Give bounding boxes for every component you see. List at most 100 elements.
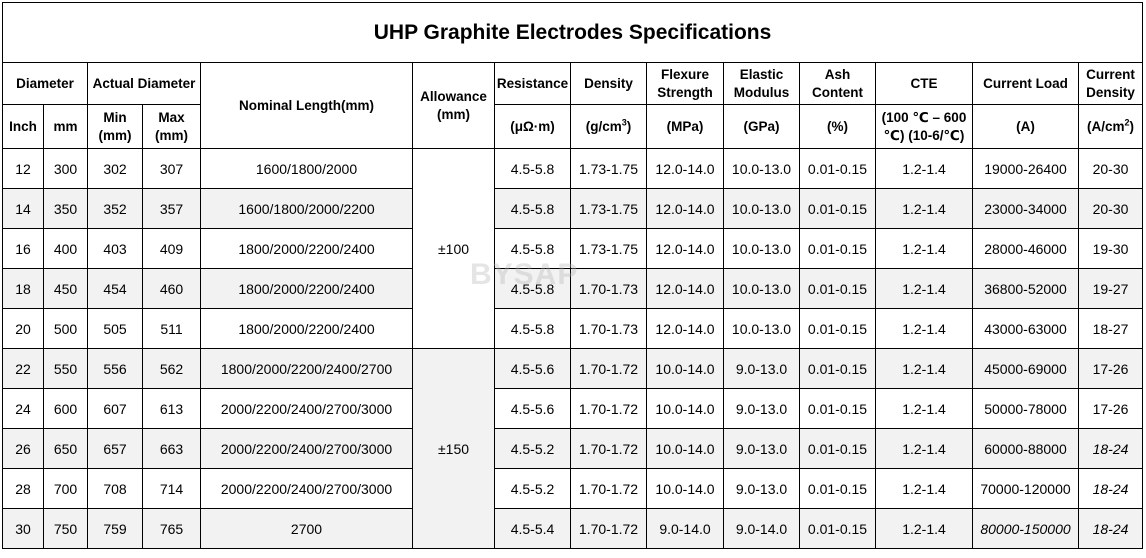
unit-current-density-text: (A/cm bbox=[1087, 118, 1125, 134]
cell-elastic: 9.0-13.0 bbox=[723, 348, 800, 389]
cell-current-load: 23000-34000 bbox=[972, 188, 1079, 229]
unit-density-text: (g/cm bbox=[585, 118, 622, 134]
cell-min: 403 bbox=[87, 228, 143, 269]
cell-max: 409 bbox=[142, 228, 201, 269]
cell-current-density: 17-26 bbox=[1077, 388, 1144, 429]
cell-ash: 0.01-0.15 bbox=[799, 508, 876, 549]
cell-length: 1600/1800/2000 bbox=[200, 148, 413, 189]
table-row: 12 300 302 307 1600/1800/2000 ±100 4.5-5.8 1.73… bbox=[2, 148, 1144, 349]
cell-min: 352 bbox=[87, 188, 143, 229]
cell-inch: 14 bbox=[2, 188, 44, 229]
cell-min: 454 bbox=[87, 268, 143, 309]
unit-current-load: (A) bbox=[972, 104, 1079, 149]
cell-current-density: 19-27 bbox=[1077, 268, 1144, 309]
header-diameter: Diameter bbox=[2, 62, 88, 105]
cell-density: 1.70-1.72 bbox=[570, 428, 647, 469]
cell-mm: 650 bbox=[43, 428, 88, 469]
cell-elastic: 10.0-13.0 bbox=[723, 308, 800, 349]
cell-ash: 0.01-0.15 bbox=[799, 188, 876, 229]
cell-current-density: 17-26 bbox=[1077, 348, 1144, 389]
cell-elastic: 10.0-13.0 bbox=[723, 268, 800, 309]
cell-max: 307 bbox=[142, 148, 201, 189]
cell-allowance: ±150 bbox=[412, 348, 495, 549]
cell-flexure: 12.0-14.0 bbox=[646, 188, 724, 229]
table-row: 22 550 556 562 1800/2000/2200/2400/2700 ±150 4… bbox=[2, 348, 1144, 549]
cell-min: 607 bbox=[87, 388, 143, 429]
cell-current-load: 80000-150000 bbox=[972, 508, 1079, 549]
cell-flexure: 12.0-14.0 bbox=[646, 228, 724, 269]
table-row: 14 350 352 357 1600/1800/2000/2200 4.5-5.8 1.7… bbox=[2, 188, 1144, 229]
cell-resistance: 4.5-5.8 bbox=[494, 228, 571, 269]
cell-current-load: 70000-120000 bbox=[972, 468, 1079, 509]
cell-elastic: 10.0-13.0 bbox=[723, 148, 800, 189]
cell-current-load: 43000-63000 bbox=[972, 308, 1079, 349]
cell-current-density: 18-24 bbox=[1077, 468, 1144, 509]
cell-length: 1800/2000/2200/2400/2700 bbox=[200, 348, 413, 389]
cell-current-density: 19-30 bbox=[1077, 228, 1144, 269]
cell-mm: 700 bbox=[43, 468, 88, 509]
cell-current-density: 18-24 bbox=[1077, 428, 1144, 469]
cell-resistance: 4.5-5.2 bbox=[494, 468, 571, 509]
cell-ash: 0.01-0.15 bbox=[799, 348, 876, 389]
header-current-density: Current Density bbox=[1077, 62, 1144, 105]
unit-current-density-sup: 2 bbox=[1124, 117, 1130, 127]
header-nominal-length: Nominal Length(mm) bbox=[200, 62, 413, 149]
table-row: 20 500 505 511 1800/2000/2200/2400 4.5-5.8 1.7… bbox=[2, 308, 1144, 349]
cell-elastic: 9.0-14.0 bbox=[723, 508, 800, 549]
cell-ash: 0.01-0.15 bbox=[799, 148, 876, 189]
unit-current-density: (A/cm2) bbox=[1077, 104, 1144, 149]
header-density: Density bbox=[570, 62, 647, 105]
unit-current-density-close: ) bbox=[1129, 118, 1135, 134]
cell-current-load: 19000-26400 bbox=[972, 148, 1079, 189]
unit-flexure: (MPa) bbox=[646, 104, 724, 149]
cell-min: 556 bbox=[87, 348, 143, 389]
cell-flexure: 10.0-14.0 bbox=[646, 428, 724, 469]
cell-length: 2000/2200/2400/2700/3000 bbox=[200, 388, 413, 429]
cell-max: 562 bbox=[142, 348, 201, 389]
cell-current-density: 20-30 bbox=[1077, 188, 1144, 229]
cell-cte: 1.2-1.4 bbox=[875, 348, 973, 389]
table-row: 18 450 454 460 1800/2000/2200/2400 4.5-5.8 1.7… bbox=[2, 268, 1144, 309]
cell-inch: 16 bbox=[2, 228, 44, 269]
cell-mm: 500 bbox=[43, 308, 88, 349]
cell-ash: 0.01-0.15 bbox=[799, 308, 876, 349]
cell-current-density: 18-24 bbox=[1077, 508, 1144, 549]
cell-mm: 350 bbox=[43, 188, 88, 229]
cell-cte: 1.2-1.4 bbox=[875, 308, 973, 349]
cell-flexure: 12.0-14.0 bbox=[646, 308, 724, 349]
unit-cte: (100 ℃ – 600 ℃) (10-6/℃) bbox=[875, 104, 973, 149]
table-body: 12 300 302 307 1600/1800/2000 ±100 4.5-5.8 1.73… bbox=[2, 148, 1144, 549]
cell-cte: 1.2-1.4 bbox=[875, 468, 973, 509]
cell-resistance: 4.5-5.8 bbox=[494, 268, 571, 309]
cell-density: 1.70-1.72 bbox=[570, 388, 647, 429]
cell-length: 2700 bbox=[200, 508, 413, 549]
cell-max: 765 bbox=[142, 508, 201, 549]
cell-resistance: 4.5-5.8 bbox=[494, 148, 571, 189]
unit-resistance: (μΩ·m) bbox=[494, 104, 571, 149]
cell-length: 1800/2000/2200/2400 bbox=[200, 308, 413, 349]
cell-inch: 22 bbox=[2, 348, 44, 389]
cell-density: 1.73-1.75 bbox=[570, 188, 647, 229]
cell-ash: 0.01-0.15 bbox=[799, 468, 876, 509]
header-allowance: Allowance (mm) bbox=[412, 62, 495, 149]
cell-inch: 20 bbox=[2, 308, 44, 349]
cell-cte: 1.2-1.4 bbox=[875, 428, 973, 469]
cell-resistance: 4.5-5.2 bbox=[494, 428, 571, 469]
table-row: 26 650 657 663 2000/2200/2400/2700/3000 4.5-5… bbox=[2, 428, 1144, 469]
cell-current-load: 28000-46000 bbox=[972, 228, 1079, 269]
unit-density-close: ) bbox=[626, 118, 632, 134]
cell-max: 613 bbox=[142, 388, 201, 429]
cell-max: 663 bbox=[142, 428, 201, 469]
cell-current-density: 18-27 bbox=[1077, 308, 1144, 349]
cell-mm: 300 bbox=[43, 148, 88, 189]
cell-density: 1.70-1.72 bbox=[570, 468, 647, 509]
cell-elastic: 9.0-13.0 bbox=[723, 428, 800, 469]
cell-cte: 1.2-1.4 bbox=[875, 188, 973, 229]
header-current-load: Current Load bbox=[972, 62, 1079, 105]
cell-inch: 30 bbox=[2, 508, 44, 549]
header-actual-diameter: Actual Diameter bbox=[87, 62, 201, 105]
cell-ash: 0.01-0.15 bbox=[799, 268, 876, 309]
cell-density: 1.70-1.72 bbox=[570, 508, 647, 549]
cell-cte: 1.2-1.4 bbox=[875, 148, 973, 189]
